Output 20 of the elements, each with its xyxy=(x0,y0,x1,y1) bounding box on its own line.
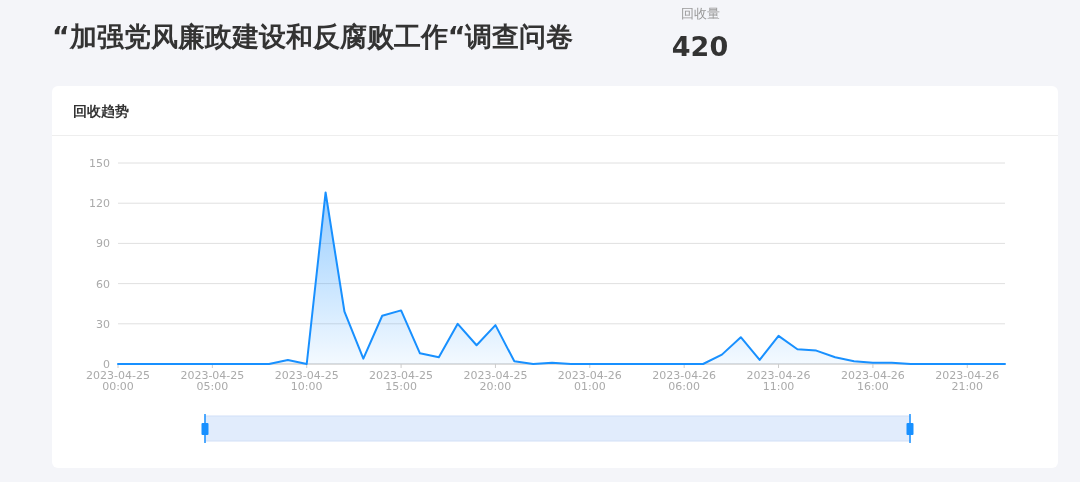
x-tick-label: 2023-04-25 15:00 xyxy=(369,369,434,393)
x-tick-label: 2023-04-26 21:00 xyxy=(935,369,1000,393)
y-tick-label: 30 xyxy=(96,317,110,331)
y-tick-label: 150 xyxy=(89,157,110,170)
x-tick-label: 2023-04-26 01:00 xyxy=(557,369,622,393)
y-tick-label: 60 xyxy=(96,277,110,291)
y-tick-label: 0 xyxy=(103,358,110,371)
x-tick-label: 2023-04-26 11:00 xyxy=(746,369,811,393)
text: 420 xyxy=(671,31,729,62)
x-tick-label: 2023-04-26 06:00 xyxy=(652,369,717,393)
text: 回收量 xyxy=(680,6,720,21)
x-tick-label: 2023-04-25 10:00 xyxy=(274,369,339,393)
x-tick-label: 2023-04-26 16:00 xyxy=(840,369,905,393)
chart-title: “加强党风廉政建设和反腐败工作“调查问卷 xyxy=(52,21,574,52)
y-tick-label: 120 xyxy=(89,197,110,211)
x-tick-label: 2023-04-25 05:00 xyxy=(180,369,245,393)
x-tick-label: 2023-04-25 00:00 xyxy=(86,369,150,393)
y-tick-label: 90 xyxy=(96,237,110,251)
chart-subtitle: 回收趋势 xyxy=(73,103,129,119)
x-tick-label: 2023-04-25 20:00 xyxy=(463,369,528,393)
